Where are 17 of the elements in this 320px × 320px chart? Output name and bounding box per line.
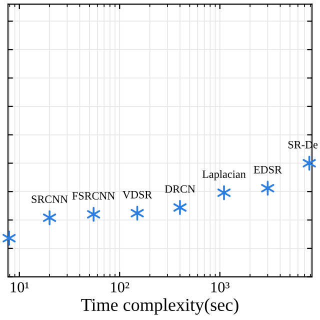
point xyxy=(173,200,187,215)
point xyxy=(86,206,100,222)
x-tick-label: 10² xyxy=(111,282,130,292)
point xyxy=(42,210,56,226)
annotation: DRCN xyxy=(164,185,196,193)
annotation: Laplacian xyxy=(202,170,246,180)
x-axis-title: Time complexity(sec) xyxy=(81,298,238,315)
point xyxy=(302,156,316,171)
annotation: FSRCNN xyxy=(72,192,115,200)
x-tick-label: 10³ xyxy=(211,282,230,292)
point xyxy=(130,206,144,221)
annotation: SRCNN xyxy=(32,196,68,203)
annotation: EDSR xyxy=(254,166,282,174)
x-tick-label: 10¹ xyxy=(10,282,29,292)
point xyxy=(217,185,231,200)
point xyxy=(261,180,274,196)
annotation: VDSR xyxy=(122,190,152,198)
